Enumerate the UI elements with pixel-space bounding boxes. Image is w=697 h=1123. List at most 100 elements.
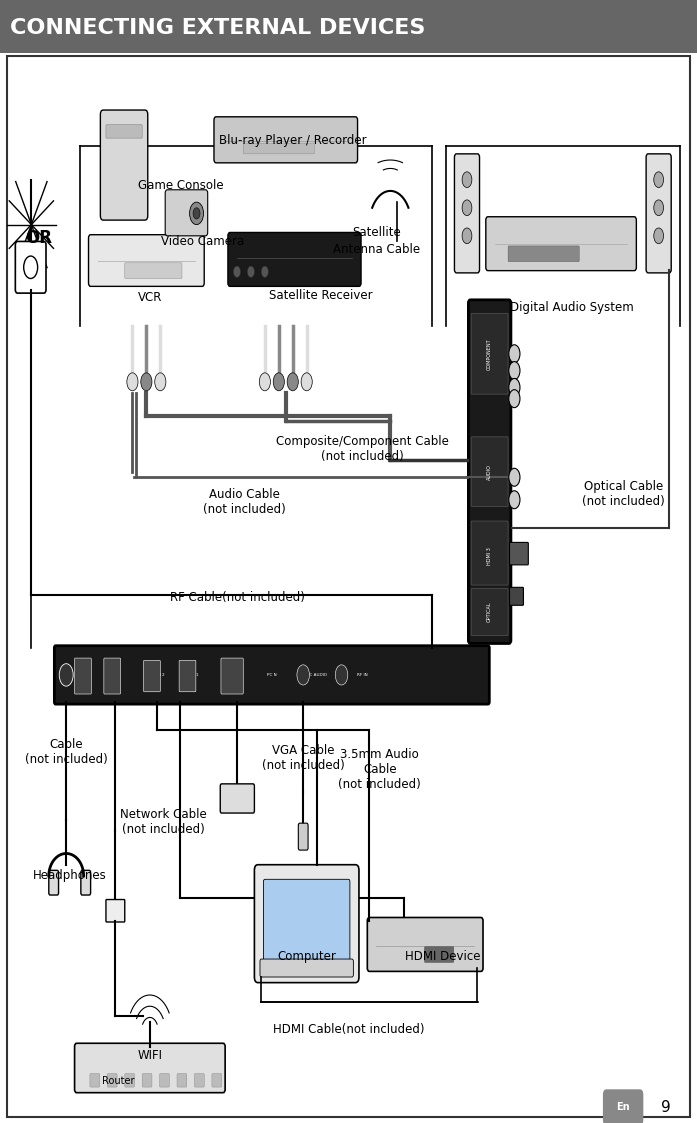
Text: HDMI Device: HDMI Device (405, 950, 480, 964)
Text: Blu-ray Player / Recorder: Blu-ray Player / Recorder (219, 134, 367, 147)
FancyBboxPatch shape (179, 660, 196, 692)
Circle shape (462, 172, 472, 188)
Text: HDMI 3: HDMI 3 (487, 547, 492, 565)
FancyBboxPatch shape (367, 917, 483, 971)
FancyBboxPatch shape (471, 313, 508, 394)
Circle shape (509, 491, 520, 509)
Circle shape (509, 378, 520, 396)
Text: OR: OR (25, 229, 52, 247)
FancyBboxPatch shape (75, 1043, 225, 1093)
Circle shape (273, 373, 284, 391)
FancyBboxPatch shape (510, 587, 523, 605)
FancyBboxPatch shape (508, 246, 579, 262)
Text: Video Camera: Video Camera (160, 235, 244, 248)
FancyBboxPatch shape (214, 117, 358, 163)
FancyBboxPatch shape (454, 154, 480, 273)
FancyBboxPatch shape (54, 646, 489, 704)
Text: Optical Cable
(not included): Optical Cable (not included) (583, 481, 665, 508)
FancyBboxPatch shape (260, 959, 353, 977)
Text: VCR: VCR (138, 291, 162, 304)
FancyBboxPatch shape (125, 263, 182, 279)
Circle shape (654, 200, 664, 216)
Text: HDMI 2: HDMI 2 (150, 673, 164, 677)
Text: VGA Cable
(not included): VGA Cable (not included) (262, 745, 344, 772)
Circle shape (462, 200, 472, 216)
Circle shape (654, 228, 664, 244)
Circle shape (301, 373, 312, 391)
FancyBboxPatch shape (471, 437, 508, 506)
FancyBboxPatch shape (646, 154, 671, 273)
FancyBboxPatch shape (254, 865, 359, 983)
FancyBboxPatch shape (486, 217, 636, 271)
Circle shape (287, 373, 298, 391)
Circle shape (509, 468, 520, 486)
Text: VGA: VGA (233, 673, 241, 677)
Circle shape (190, 202, 204, 225)
Text: CONNECTING EXTERNAL DEVICES: CONNECTING EXTERNAL DEVICES (10, 18, 426, 37)
FancyBboxPatch shape (160, 1074, 169, 1087)
Circle shape (297, 665, 309, 685)
Text: Network Cable
(not included): Network Cable (not included) (121, 809, 207, 836)
Text: Router: Router (102, 1077, 135, 1086)
FancyBboxPatch shape (106, 125, 142, 138)
Circle shape (141, 373, 152, 391)
FancyBboxPatch shape (90, 1074, 100, 1087)
FancyBboxPatch shape (104, 658, 121, 694)
Circle shape (261, 266, 268, 277)
Text: Audio Cable
(not included): Audio Cable (not included) (203, 489, 285, 515)
FancyBboxPatch shape (510, 542, 528, 565)
Text: Satellite: Satellite (352, 226, 401, 239)
FancyBboxPatch shape (471, 588, 508, 636)
Circle shape (127, 373, 138, 391)
Circle shape (509, 345, 520, 363)
Circle shape (335, 665, 348, 685)
Text: OPTICAL: OPTICAL (487, 602, 492, 622)
Text: RF Cable(not included): RF Cable(not included) (169, 591, 305, 604)
Text: LAN: LAN (111, 673, 119, 677)
Circle shape (509, 390, 520, 408)
Circle shape (462, 228, 472, 244)
Text: Headphones: Headphones (33, 869, 107, 883)
FancyBboxPatch shape (15, 241, 46, 293)
Circle shape (24, 256, 38, 279)
Text: PC AUDIO: PC AUDIO (307, 673, 327, 677)
FancyBboxPatch shape (106, 900, 125, 922)
FancyBboxPatch shape (243, 144, 314, 154)
Circle shape (193, 208, 200, 219)
FancyBboxPatch shape (75, 658, 91, 694)
FancyBboxPatch shape (0, 0, 697, 53)
Text: RF IN: RF IN (357, 673, 368, 677)
Circle shape (259, 373, 270, 391)
Circle shape (155, 373, 166, 391)
Text: Game Console: Game Console (139, 179, 224, 192)
Text: Cable
(not included): Cable (not included) (25, 739, 107, 766)
FancyBboxPatch shape (100, 110, 148, 220)
Text: HDMI 1: HDMI 1 (185, 673, 199, 677)
Text: USB: USB (76, 673, 84, 677)
Text: 3.5mm Audio
Cable
(not included): 3.5mm Audio Cable (not included) (339, 748, 421, 791)
FancyBboxPatch shape (212, 1074, 222, 1087)
FancyBboxPatch shape (228, 232, 361, 286)
FancyBboxPatch shape (298, 823, 308, 850)
FancyBboxPatch shape (603, 1089, 643, 1123)
Text: En: En (616, 1103, 630, 1112)
FancyBboxPatch shape (471, 521, 508, 585)
FancyBboxPatch shape (165, 190, 208, 236)
FancyBboxPatch shape (424, 947, 454, 962)
FancyBboxPatch shape (144, 660, 160, 692)
Text: PC N: PC N (267, 673, 277, 677)
FancyBboxPatch shape (107, 1074, 117, 1087)
Text: Composite/Component Cable
(not included): Composite/Component Cable (not included) (276, 436, 449, 463)
Circle shape (59, 664, 73, 686)
Circle shape (509, 362, 520, 380)
Text: COMPONENT: COMPONENT (487, 338, 492, 369)
Circle shape (233, 266, 240, 277)
Text: HDMI Cable(not included): HDMI Cable(not included) (273, 1023, 424, 1037)
Text: Satellite Receiver: Satellite Receiver (269, 289, 372, 302)
Text: AUDIO: AUDIO (487, 464, 492, 480)
FancyBboxPatch shape (142, 1074, 152, 1087)
FancyBboxPatch shape (263, 879, 350, 962)
Text: WIFI: WIFI (137, 1049, 162, 1062)
Text: Antenna Cable: Antenna Cable (332, 243, 420, 256)
FancyBboxPatch shape (81, 870, 91, 895)
